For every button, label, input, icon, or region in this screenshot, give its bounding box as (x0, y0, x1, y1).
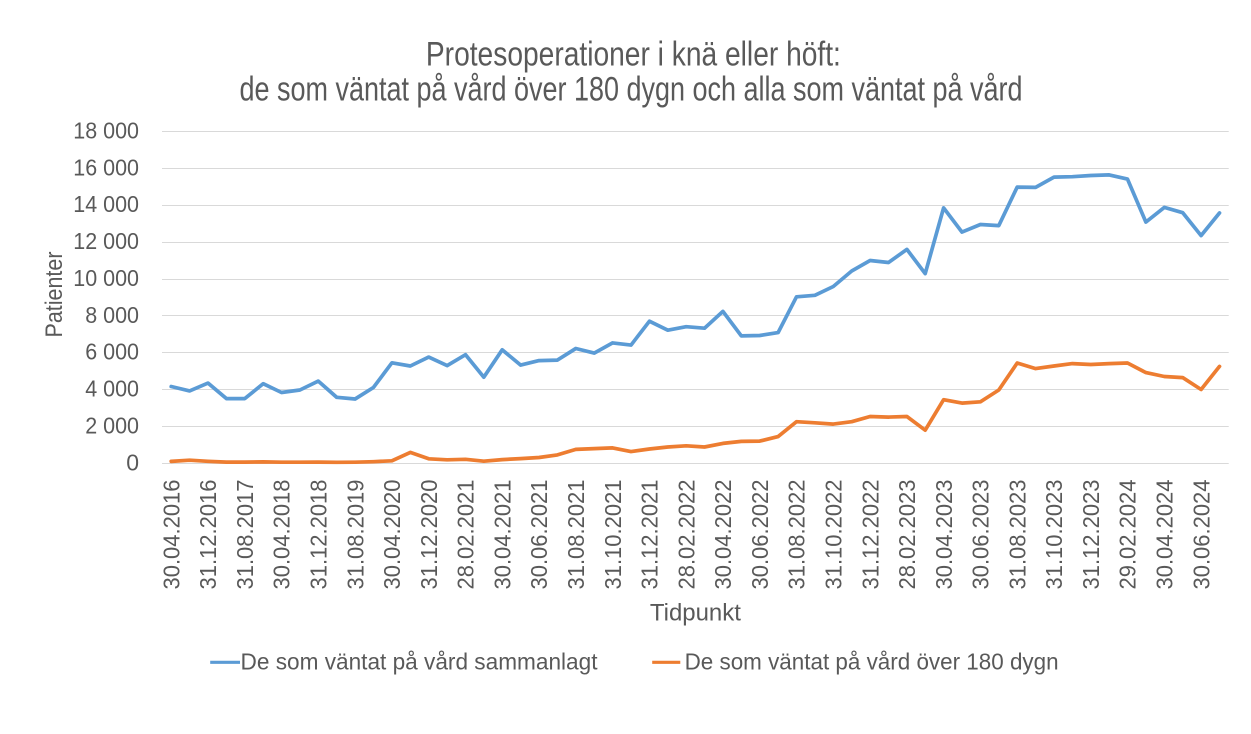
svg-text:18 000: 18 000 (73, 117, 139, 143)
svg-text:Protesoperationer i knä eller: Protesoperationer i knä eller höft: (426, 35, 841, 73)
svg-text:31.10.2023: 31.10.2023 (1041, 480, 1067, 590)
svg-text:30.04.2020: 30.04.2020 (379, 480, 405, 590)
svg-text:30.04.2016: 30.04.2016 (158, 480, 184, 590)
svg-text:31.10.2021: 31.10.2021 (600, 480, 626, 590)
svg-text:Patienter: Patienter (41, 251, 68, 337)
svg-text:2 000: 2 000 (85, 413, 139, 439)
svg-text:30.06.2021: 30.06.2021 (526, 480, 552, 590)
svg-text:31.12.2021: 31.12.2021 (637, 480, 663, 590)
svg-text:14 000: 14 000 (73, 191, 139, 217)
svg-text:30.04.2021: 30.04.2021 (489, 480, 515, 590)
svg-text:4 000: 4 000 (85, 376, 139, 402)
svg-text:De som väntat på vård sammanla: De som väntat på vård sammanlagt (241, 648, 599, 674)
svg-text:12 000: 12 000 (73, 228, 139, 254)
svg-text:30.06.2024: 30.06.2024 (1188, 479, 1214, 589)
svg-text:29.02.2024: 29.02.2024 (1115, 479, 1141, 589)
svg-text:31.12.2022: 31.12.2022 (857, 480, 883, 590)
svg-text:30.06.2023: 30.06.2023 (968, 480, 994, 590)
svg-text:28.02.2021: 28.02.2021 (453, 480, 479, 590)
svg-text:30.06.2022: 30.06.2022 (747, 480, 773, 590)
svg-text:31.08.2017: 31.08.2017 (232, 480, 258, 590)
svg-text:31.12.2016: 31.12.2016 (195, 480, 221, 590)
svg-text:30.04.2024: 30.04.2024 (1152, 479, 1178, 589)
svg-text:30.04.2023: 30.04.2023 (931, 480, 957, 590)
svg-text:31.12.2018: 31.12.2018 (306, 480, 332, 590)
svg-text:31.08.2023: 31.08.2023 (1004, 480, 1030, 590)
svg-text:De som väntat på vård över 180: De som väntat på vård över 180 dygn (685, 648, 1059, 674)
svg-text:31.08.2021: 31.08.2021 (563, 480, 589, 590)
svg-text:31.08.2022: 31.08.2022 (784, 480, 810, 590)
svg-text:28.02.2023: 28.02.2023 (894, 480, 920, 590)
svg-text:30.04.2022: 30.04.2022 (710, 480, 736, 590)
svg-text:8 000: 8 000 (85, 302, 139, 328)
svg-text:10 000: 10 000 (73, 265, 139, 291)
svg-text:31.08.2019: 31.08.2019 (342, 480, 368, 590)
svg-text:Tidpunkt: Tidpunkt (650, 599, 741, 626)
svg-text:28.02.2022: 28.02.2022 (673, 480, 699, 590)
svg-text:31.10.2022: 31.10.2022 (821, 480, 847, 590)
svg-text:31.12.2023: 31.12.2023 (1078, 480, 1104, 590)
svg-text:30.04.2018: 30.04.2018 (269, 480, 295, 590)
svg-text:16 000: 16 000 (73, 154, 139, 180)
svg-text:de som väntat på vård över 180: de som väntat på vård över 180 dygn och … (240, 71, 1023, 109)
svg-text:6 000: 6 000 (85, 339, 139, 365)
svg-text:31.12.2020: 31.12.2020 (416, 480, 442, 590)
svg-text:0: 0 (126, 449, 139, 475)
